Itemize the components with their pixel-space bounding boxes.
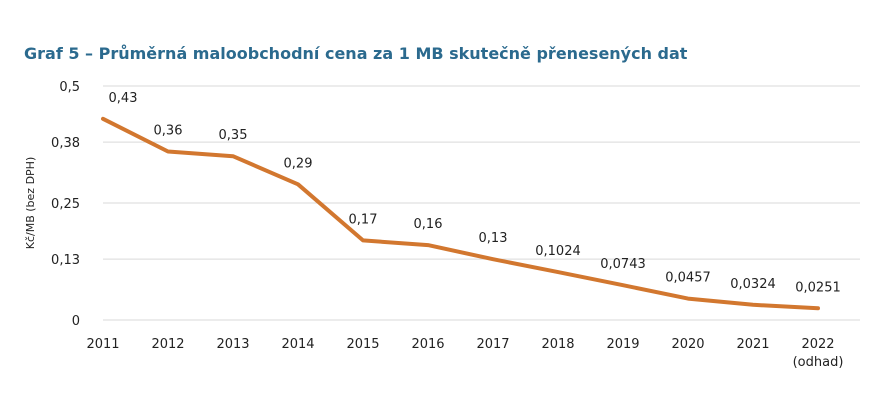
- x-tick-label: 2011: [86, 337, 119, 352]
- x-tick-label: 2016: [411, 337, 444, 352]
- data-label: 0,0743: [600, 257, 646, 272]
- chart-title: Graf 5 – Průměrná maloobchodní cena za 1…: [24, 44, 688, 63]
- x-tick-label: 2022: [801, 337, 834, 352]
- data-label: 0,0324: [730, 277, 776, 292]
- y-axis-label: Kč/MB (bez DPH): [24, 157, 37, 249]
- data-label: 0,1024: [535, 244, 581, 259]
- data-label: 0,17: [349, 212, 378, 227]
- data-label: 0,35: [219, 128, 248, 143]
- data-label: 0,0251: [795, 280, 841, 295]
- x-tick-label: 2020: [671, 337, 704, 352]
- y-tick-label: 0: [72, 314, 80, 329]
- x-axis-ticks: 2011 2012 2013 2014 2015 2016 2017 2018 2019 2020…: [86, 337, 843, 370]
- x-tick-label: 2021: [736, 337, 769, 352]
- data-label: 0,29: [284, 156, 313, 171]
- data-label: 0,43: [109, 91, 138, 106]
- x-tick-label: 2019: [606, 337, 639, 352]
- x-tick-sublabel: (odhad): [793, 355, 844, 370]
- x-tick-label: 2018: [541, 337, 574, 352]
- y-tick-label: 0,13: [51, 253, 80, 268]
- y-axis-ticks: 0 0,13 0,25 0,38 0,5: [51, 80, 80, 329]
- data-label: 0,16: [414, 217, 443, 232]
- data-label: 0,13: [479, 231, 508, 246]
- x-tick-label: 2012: [151, 337, 184, 352]
- y-tick-label: 0,5: [59, 80, 80, 95]
- y-tick-label: 0,38: [51, 136, 80, 151]
- x-tick-label: 2014: [281, 337, 314, 352]
- x-tick-label: 2015: [346, 337, 379, 352]
- x-tick-label: 2013: [216, 337, 249, 352]
- data-label: 0,36: [154, 124, 183, 139]
- data-labels: 0,43 0,36 0,35 0,29 0,17 0,16 0,13 0,1024 0,0743…: [109, 91, 841, 295]
- x-tick-label: 2017: [476, 337, 509, 352]
- gridlines: [103, 85, 860, 321]
- data-label: 0,0457: [665, 271, 711, 286]
- series-line: [101, 116, 820, 311]
- y-tick-label: 0,25: [51, 197, 80, 212]
